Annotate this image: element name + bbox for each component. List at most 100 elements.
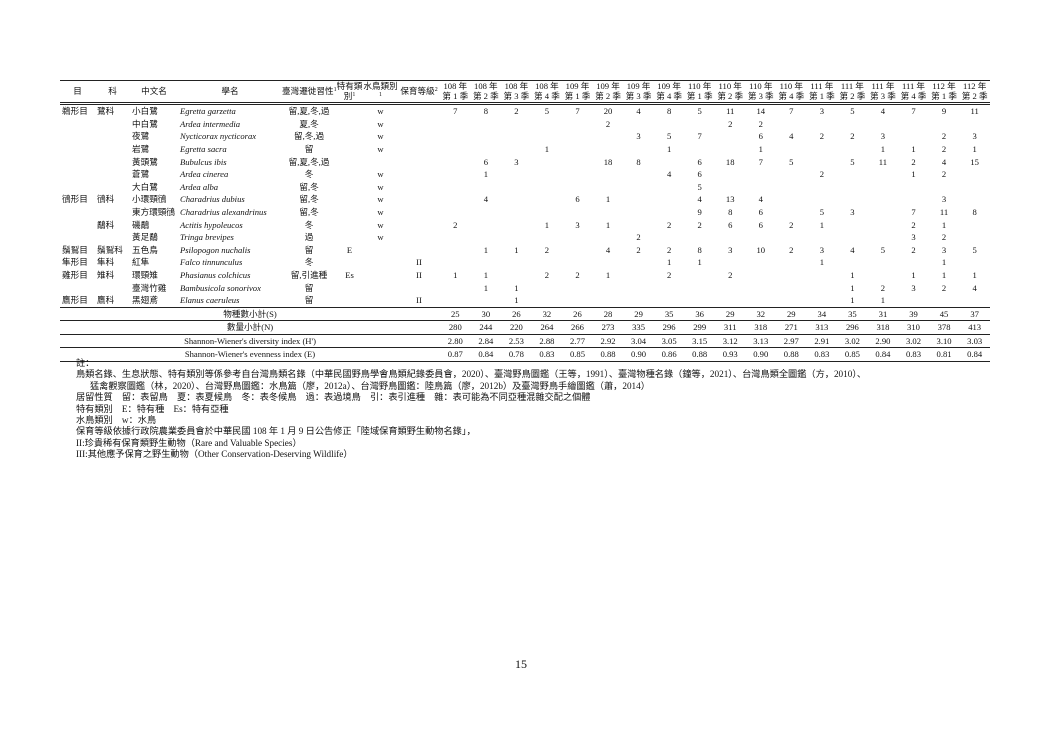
- migration-cell: 冬: [304, 257, 314, 268]
- header-order: 目: [73, 85, 82, 96]
- summary-value: 3.04: [623, 334, 654, 348]
- season-quarter: 第 4 季: [900, 90, 927, 101]
- waterbird-cell: w: [377, 169, 384, 180]
- count-cell: 5: [850, 106, 855, 117]
- count-cell: 1: [514, 282, 519, 293]
- summary-label: Shannon-Wiener's diversity index (H'): [60, 334, 441, 348]
- count-cell: [806, 293, 838, 308]
- endemic-cell: [336, 181, 363, 194]
- scientific-name-cell: Egretta garzetta: [180, 106, 236, 117]
- chinese-name-cell: 小環頸鴴: [132, 194, 167, 205]
- conservation-cell: [398, 104, 440, 118]
- count-cell: 5: [666, 131, 672, 142]
- header-season: 108 年第 1 季: [440, 81, 471, 104]
- summary-label: 物種數小計(S): [60, 307, 441, 321]
- count-cell: 2: [666, 270, 672, 281]
- count-cell: [807, 269, 838, 282]
- count-cell: [959, 193, 990, 206]
- count-cell: [501, 231, 532, 244]
- scientific-name-cell: Tringa brevipes: [180, 232, 234, 243]
- summary-value: 2.80: [440, 334, 471, 348]
- count-cell: [440, 281, 471, 294]
- summary-value: 0.86: [653, 347, 685, 362]
- count-cell: 1: [483, 169, 488, 180]
- summary-value: 299: [684, 320, 715, 335]
- header-waterbird: 水鳥類別1: [363, 81, 398, 104]
- count-cell: 4: [697, 194, 702, 205]
- count-cell: [807, 281, 838, 294]
- table-row: 蒼鷺 Ardea cinerea 冬 w 1 4 6 2 1 2: [60, 168, 990, 181]
- migration-cell: 留,冬: [299, 207, 319, 218]
- count-cell: [471, 256, 502, 269]
- count-cell: [440, 293, 471, 308]
- waterbird-cell: w: [377, 207, 384, 218]
- header-conservation: 保育等級2: [398, 81, 440, 104]
- season-quarter: 第 2 季: [839, 90, 866, 101]
- count-cell: 6: [758, 207, 763, 218]
- count-cell: 2: [911, 219, 916, 230]
- scientific-name-cell: Ardea alba: [180, 181, 219, 192]
- count-cell: 2: [666, 219, 672, 230]
- count-cell: 1: [544, 144, 550, 155]
- count-cell: 1: [911, 169, 916, 180]
- count-cell: 2: [666, 244, 672, 255]
- scientific-name-cell: Bubulcus ibis: [180, 156, 227, 167]
- note-line: 特有類別 E：特有種 Es：特有亞種: [76, 403, 229, 414]
- conservation-cell: [398, 206, 440, 219]
- count-cell: [562, 118, 593, 131]
- count-cell: [562, 231, 593, 244]
- header-endemic: 特有類別1: [336, 81, 363, 104]
- family-cell: 隼科: [97, 257, 115, 268]
- migration-cell: 留,冬,過: [293, 131, 325, 142]
- count-cell: [715, 168, 746, 181]
- waterbird-cell: [363, 293, 399, 308]
- conservation-cell: [398, 143, 440, 156]
- summary-value: 2.77: [562, 334, 593, 348]
- summary-value: 3.02: [837, 334, 868, 348]
- count-cell: [440, 118, 471, 131]
- count-cell: 4: [758, 194, 763, 205]
- summary-value: 35: [653, 307, 685, 321]
- count-cell: 18: [603, 156, 613, 167]
- count-cell: [959, 293, 990, 308]
- count-cell: [471, 181, 502, 194]
- count-cell: 4: [789, 131, 794, 142]
- season-year: 112 年: [962, 81, 987, 91]
- count-cell: [745, 293, 777, 308]
- count-cell: [929, 118, 960, 131]
- conservation-cell: [398, 281, 440, 294]
- header-season: 112 年第 1 季: [929, 81, 960, 104]
- count-cell: [929, 181, 960, 194]
- count-cell: [532, 231, 563, 244]
- scientific-name-cell: Elanus caeruleus: [178, 293, 283, 308]
- conservation-cell: [398, 168, 440, 181]
- waterbird-cell: w: [377, 232, 384, 243]
- scientific-name-cell: Phasianus colchicus: [180, 270, 251, 281]
- count-cell: 2: [941, 282, 947, 293]
- summary-value: 0.90: [745, 347, 777, 362]
- count-cell: 14: [756, 106, 766, 117]
- count-cell: 3: [819, 244, 824, 255]
- summary-value: 28: [592, 307, 624, 321]
- count-cell: [532, 206, 563, 219]
- header-season: 111 年第 4 季: [898, 81, 929, 104]
- season-quarter: 第 3 季: [747, 90, 774, 101]
- order-cell: 鬚鴷目: [62, 244, 88, 255]
- count-cell: [471, 118, 502, 131]
- season-year: 110 年: [688, 81, 712, 91]
- count-cell: 2: [636, 232, 641, 243]
- count-cell: 5: [697, 106, 702, 117]
- header-waterbird-label: 水鳥類別: [363, 81, 398, 91]
- count-cell: [776, 256, 807, 269]
- count-cell: [471, 143, 502, 156]
- count-cell: 3: [575, 219, 580, 230]
- summary-value: 3.03: [959, 334, 990, 348]
- count-cell: [532, 193, 563, 206]
- summary-value: 3.13: [745, 334, 777, 348]
- season-year: 108 年: [535, 81, 559, 91]
- count-cell: [440, 168, 471, 181]
- summary-value: 3.02: [898, 334, 929, 348]
- count-cell: [715, 143, 746, 156]
- count-cell: 6: [728, 219, 733, 230]
- count-cell: [562, 181, 593, 194]
